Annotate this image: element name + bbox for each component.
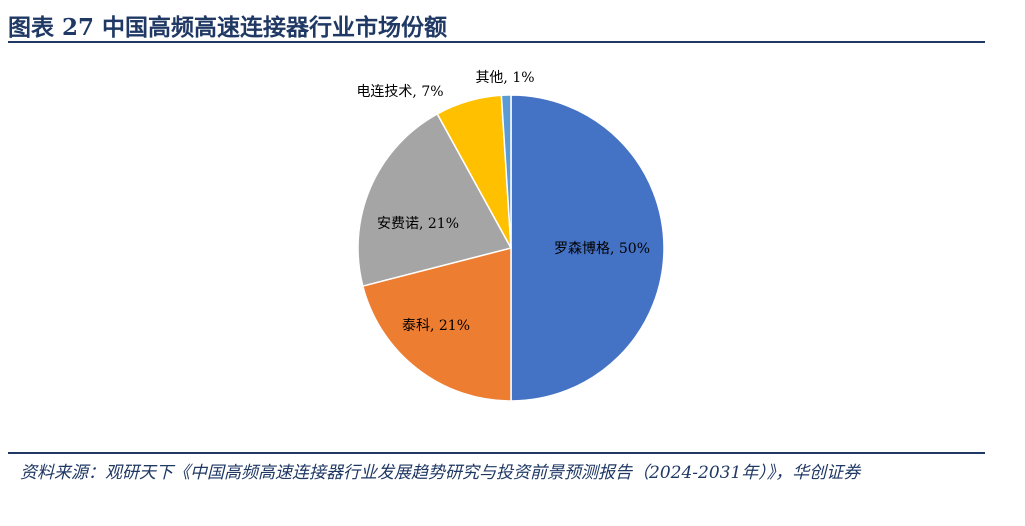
pie-chart: 罗森博格, 50% 泰科, 21% 安费诺, 21% 电连技术, 7% 其他, 1% xyxy=(356,70,665,402)
title-divider xyxy=(8,41,985,43)
pie-slice-te xyxy=(361,247,512,402)
pie-chart-area: 罗森博格, 50% 泰科, 21% 安费诺, 21% 电连技术, 7% 其他, 1% xyxy=(0,50,1025,450)
pie-label-te: 泰科, 21% xyxy=(402,318,470,334)
pie-label-other: 其他, 1% xyxy=(475,70,534,86)
pie-slice-amphenol xyxy=(357,112,513,287)
pie-label-amphenol: 安费诺, 21% xyxy=(377,216,459,232)
pie-label-rosenberger: 罗森博格, 50% xyxy=(554,240,650,257)
figure-title: 图表 27 中国高频高速连接器行业市场份额 xyxy=(8,14,448,41)
pie-label-ect: 电连技术, 7% xyxy=(356,84,443,100)
source-note: 资料来源：观研天下《中国高频高速连接器行业发展趋势研究与投资前景预测报告（202… xyxy=(20,463,861,483)
pie-slice-other xyxy=(500,94,512,249)
pie-slice-rosenberger xyxy=(510,94,665,402)
source-divider xyxy=(8,452,985,454)
